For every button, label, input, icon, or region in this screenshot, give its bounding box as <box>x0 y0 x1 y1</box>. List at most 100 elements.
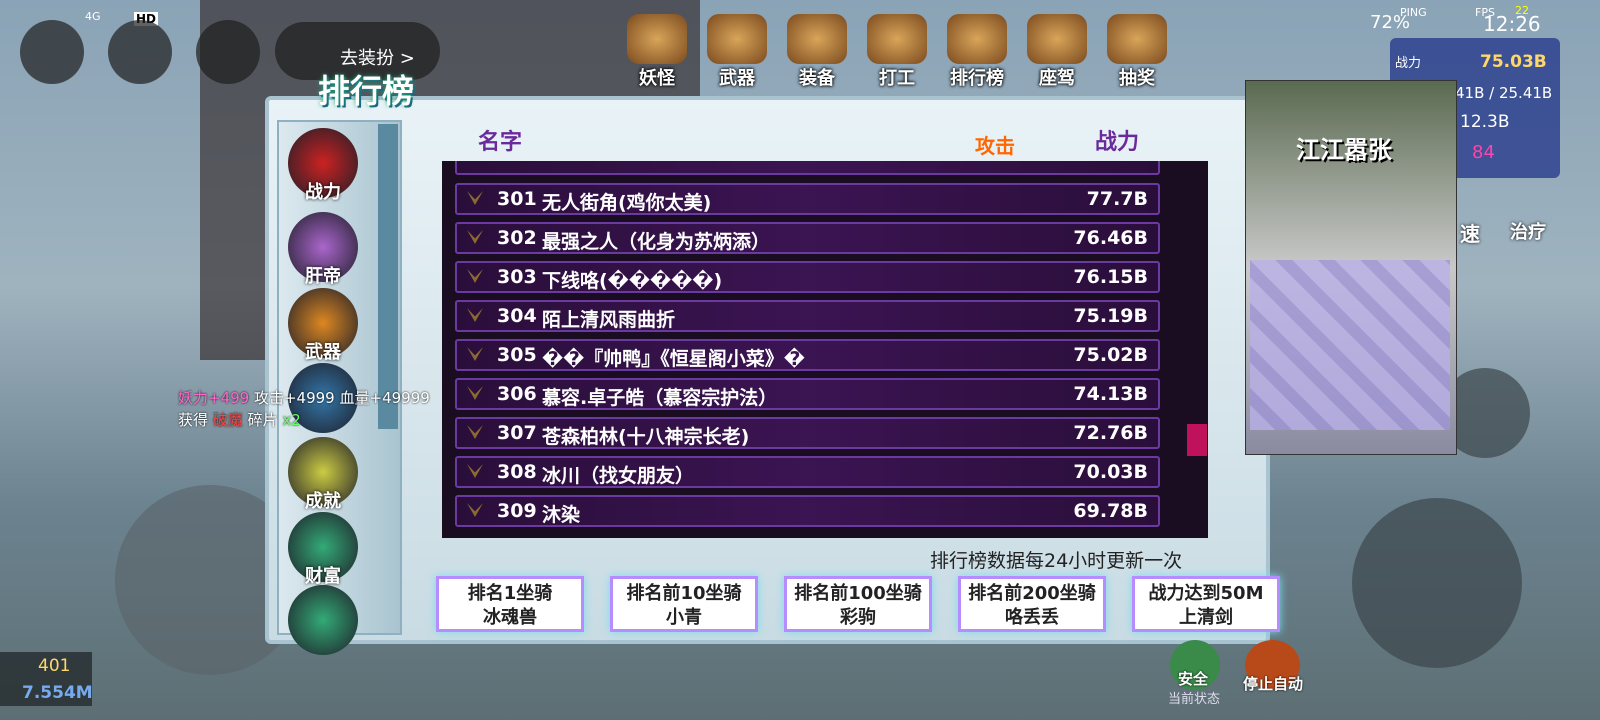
rank-badge <box>467 425 483 439</box>
nav-item[interactable]: 打工 <box>862 14 932 92</box>
power-label: 战力 <box>1395 56 1422 71</box>
battery: 72% <box>1370 12 1411 33</box>
tab-icon[interactable] <box>288 212 358 282</box>
buff: 碎片 <box>247 411 278 429</box>
attack-button[interactable] <box>1352 498 1522 668</box>
rank: 302 <box>497 227 537 249</box>
player-name: 最强之人（化身为苏炳添） <box>542 231 771 253</box>
power: 76.15B <box>1073 266 1148 288</box>
rank-badge <box>467 347 483 361</box>
nav-item[interactable]: 装备 <box>782 14 852 92</box>
skill[interactable]: 速 <box>1460 222 1480 246</box>
buff: 破魔 <box>212 411 243 429</box>
tab-label: 武器 <box>305 342 341 363</box>
avatar-box[interactable] <box>275 22 440 80</box>
buff-line: 获得 破魔 碎片 x2 <box>178 409 301 430</box>
column-header[interactable]: 战力 <box>1095 130 1140 155</box>
skill[interactable]: 治疗 <box>1510 222 1546 243</box>
reward-button[interactable]: 排名前100坐骑 彩驹 <box>784 576 932 632</box>
ranking-row[interactable]: 305 ��『帅鸭』《恒星阁小菜》� 75.02B <box>455 339 1160 371</box>
player-name: 慕容.卓子皓（慕容宗护法） <box>542 387 778 409</box>
reward-button[interactable]: 战力达到50M 上清剑 <box>1132 576 1280 632</box>
rank: 307 <box>497 422 537 444</box>
tab-scrollbar <box>378 124 398 429</box>
buff: x2 <box>282 411 301 429</box>
attack: 12.3B <box>1460 112 1510 132</box>
clock: 12:26 <box>1483 12 1541 36</box>
ranking-row[interactable]: 306 慕容.卓子皓（慕容宗护法） 74.13B <box>455 378 1160 410</box>
ranking-row[interactable]: 307 苍森柏林(十八神宗长老) 72.76B <box>455 417 1160 449</box>
buff: 获得 <box>178 411 209 429</box>
nav-icon <box>787 14 847 64</box>
ranking-row[interactable]: 303 下线咯(�����) 76.15B <box>455 261 1160 293</box>
rank: 308 <box>497 461 537 483</box>
player-level: 401 <box>38 656 71 676</box>
auto-label[interactable]: 停止自动 <box>1243 675 1304 693</box>
row-partial <box>455 161 1160 175</box>
rank-badge <box>467 308 483 322</box>
tab-icon[interactable] <box>288 437 358 507</box>
reward-name: 咯丢丢 <box>1005 607 1059 628</box>
dress-up[interactable]: 去装扮 > <box>340 48 415 69</box>
nav-item[interactable]: 妖怪 <box>622 14 692 92</box>
rank: 309 <box>497 500 537 522</box>
tab-icon[interactable] <box>288 128 358 198</box>
rank-badge <box>467 191 483 205</box>
nav-label: 座驾 <box>1039 68 1075 89</box>
list-scrollbar[interactable] <box>1187 424 1207 456</box>
ranking-row[interactable]: 308 冰川（找女朋友） 70.03B <box>455 456 1160 488</box>
power: 70.03B <box>1073 461 1148 483</box>
nav-label: 武器 <box>719 68 755 89</box>
power: 69.78B <box>1073 500 1148 522</box>
state-label: 当前状态 <box>1168 692 1221 707</box>
nav-item[interactable]: 武器 <box>702 14 772 92</box>
ranking-row[interactable]: 302 最强之人（化身为苏炳添） 76.46B <box>455 222 1160 254</box>
reward-condition: 排名1坐骑 <box>467 583 553 604</box>
nav-icon <box>707 14 767 64</box>
tab-label: 成就 <box>305 491 341 512</box>
friends-button[interactable] <box>196 20 260 84</box>
safe-icon[interactable] <box>1170 640 1220 690</box>
rank: 305 <box>497 344 537 366</box>
player-name: 苍森柏林(十八神宗长老) <box>542 426 750 448</box>
reward-button[interactable]: 排名前10坐骑 小青 <box>610 576 758 632</box>
chat-button[interactable] <box>108 20 172 84</box>
reward-button[interactable]: 排名1坐骑 冰魂兽 <box>436 576 584 632</box>
nav-icon <box>947 14 1007 64</box>
player-name: 冰川（找女朋友） <box>542 465 695 487</box>
column-header[interactable]: 攻击 <box>975 134 1015 158</box>
power: 77.7B <box>1086 188 1148 210</box>
rank-badge <box>467 386 483 400</box>
reward-condition: 排名前200坐骑 <box>968 583 1096 604</box>
nav-item[interactable]: 抽奖 <box>1102 14 1172 92</box>
tab-icon[interactable] <box>288 288 358 358</box>
rank: 303 <box>497 266 537 288</box>
tab-icon[interactable] <box>288 363 358 433</box>
ranking-row[interactable]: 309 沐染 69.78B <box>455 495 1160 527</box>
reward-button[interactable]: 排名前200坐骑 咯丢丢 <box>958 576 1106 632</box>
tab-label: 财富 <box>305 566 341 587</box>
tab-icon[interactable] <box>288 585 358 655</box>
power: 74.13B <box>1073 383 1148 405</box>
fps: FPS <box>1475 6 1495 19</box>
nav-icon <box>1027 14 1087 64</box>
ranking-row[interactable]: 301 无人街角(鸡你太美) 77.7B <box>455 183 1160 215</box>
nav-icon <box>867 14 927 64</box>
auto-icon[interactable] <box>1245 640 1300 690</box>
nav-item[interactable]: 排行榜 <box>942 14 1012 92</box>
rank: 304 <box>497 305 537 327</box>
nav-icon <box>627 14 687 64</box>
video-content <box>1250 260 1450 430</box>
panel-title: 排行榜 <box>318 72 415 110</box>
tab-icon[interactable] <box>288 512 358 582</box>
nav-item[interactable]: 座驾 <box>1022 14 1092 92</box>
reward-name: 上清剑 <box>1179 607 1233 628</box>
nav-label: 排行榜 <box>950 68 1004 89</box>
menu-button[interactable] <box>20 20 84 84</box>
reward-condition: 战力达到50M <box>1148 583 1264 604</box>
player-name: 陌上清风雨曲折 <box>542 309 676 331</box>
ranking-row[interactable]: 304 陌上清风雨曲折 75.19B <box>455 300 1160 332</box>
nav-icon <box>1107 14 1167 64</box>
nav-label: 装备 <box>799 68 835 89</box>
